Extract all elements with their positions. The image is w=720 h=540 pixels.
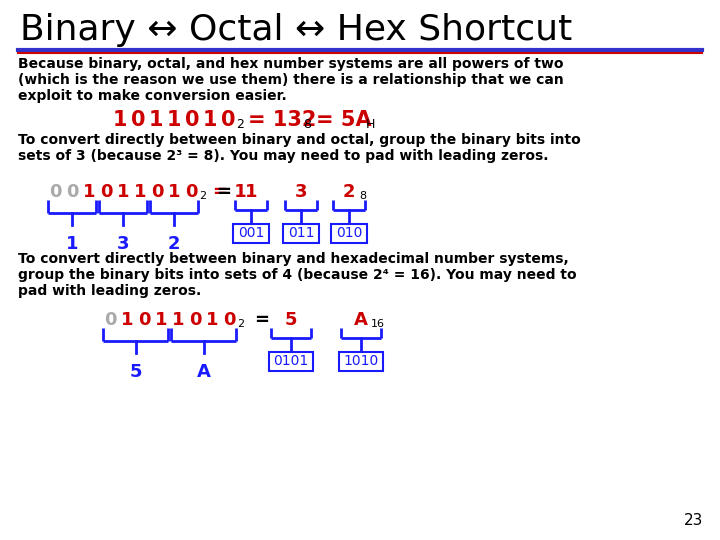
Text: 23: 23 — [683, 513, 703, 528]
Text: 2: 2 — [168, 235, 180, 253]
Text: =: = — [216, 183, 231, 201]
Text: Because binary, octal, and hex number systems are all powers of two: Because binary, octal, and hex number sy… — [18, 57, 564, 71]
Text: 0: 0 — [131, 110, 145, 130]
Text: 011: 011 — [288, 226, 314, 240]
Text: = 5A: = 5A — [316, 110, 372, 130]
Text: 1: 1 — [149, 110, 163, 130]
Text: 001: 001 — [238, 226, 264, 240]
FancyBboxPatch shape — [339, 352, 383, 370]
Text: =: = — [254, 311, 269, 329]
Text: 0: 0 — [221, 110, 235, 130]
Text: 0: 0 — [222, 311, 235, 329]
Text: 0: 0 — [185, 110, 199, 130]
Text: H: H — [366, 118, 375, 132]
Text: 1: 1 — [245, 183, 257, 201]
Text: 0: 0 — [104, 311, 116, 329]
Text: 010: 010 — [336, 226, 362, 240]
Text: 0: 0 — [66, 183, 78, 201]
Text: A: A — [354, 311, 368, 329]
FancyBboxPatch shape — [269, 352, 313, 370]
FancyBboxPatch shape — [283, 224, 319, 242]
Text: 5: 5 — [130, 363, 142, 381]
Text: 1: 1 — [203, 110, 217, 130]
FancyBboxPatch shape — [331, 224, 367, 242]
Text: 1: 1 — [121, 311, 133, 329]
Text: = 132: = 132 — [248, 110, 316, 130]
Text: 1: 1 — [113, 110, 127, 130]
Text: 0101: 0101 — [274, 354, 309, 368]
FancyBboxPatch shape — [233, 224, 269, 242]
Text: 3: 3 — [294, 183, 307, 201]
Text: 1: 1 — [167, 110, 181, 130]
Text: 0: 0 — [100, 183, 112, 201]
Text: 1: 1 — [117, 183, 130, 201]
Text: exploit to make conversion easier.: exploit to make conversion easier. — [18, 89, 287, 103]
Text: Binary ↔ Octal ↔ Hex Shortcut: Binary ↔ Octal ↔ Hex Shortcut — [20, 13, 572, 47]
Text: 0: 0 — [49, 183, 61, 201]
Text: (which is the reason we use them) there is a relationship that we can: (which is the reason we use them) there … — [18, 73, 564, 87]
Text: 1: 1 — [172, 311, 184, 329]
Text: 8: 8 — [359, 191, 366, 201]
Text: A: A — [197, 363, 210, 381]
Text: 2: 2 — [343, 183, 355, 201]
Text: 2: 2 — [237, 319, 244, 329]
Text: 0: 0 — [185, 183, 197, 201]
Text: = 1: = 1 — [213, 183, 247, 201]
Text: 1010: 1010 — [343, 354, 379, 368]
Text: 0: 0 — [150, 183, 163, 201]
Text: 1: 1 — [168, 183, 180, 201]
Text: 5: 5 — [284, 311, 297, 329]
Text: 1: 1 — [206, 311, 218, 329]
Text: To convert directly between binary and hexadecimal number systems,: To convert directly between binary and h… — [18, 252, 569, 266]
Text: sets of 3 (because 2³ = 8). You may need to pad with leading zeros.: sets of 3 (because 2³ = 8). You may need… — [18, 149, 549, 163]
Text: 8: 8 — [303, 118, 311, 132]
Text: group the binary bits into sets of 4 (because 2⁴ = 16). You may need to: group the binary bits into sets of 4 (be… — [18, 268, 577, 282]
Text: To convert directly between binary and octal, group the binary bits into: To convert directly between binary and o… — [18, 133, 581, 147]
Text: 3: 3 — [117, 235, 130, 253]
Text: 1: 1 — [66, 235, 78, 253]
Text: 2: 2 — [199, 191, 206, 201]
Text: pad with leading zeros.: pad with leading zeros. — [18, 284, 202, 298]
Text: 2: 2 — [236, 118, 244, 132]
Text: 1: 1 — [155, 311, 167, 329]
Text: 0: 0 — [189, 311, 202, 329]
Text: 1: 1 — [134, 183, 146, 201]
Text: 1: 1 — [83, 183, 95, 201]
Text: 16: 16 — [371, 319, 385, 329]
Text: 0: 0 — [138, 311, 150, 329]
